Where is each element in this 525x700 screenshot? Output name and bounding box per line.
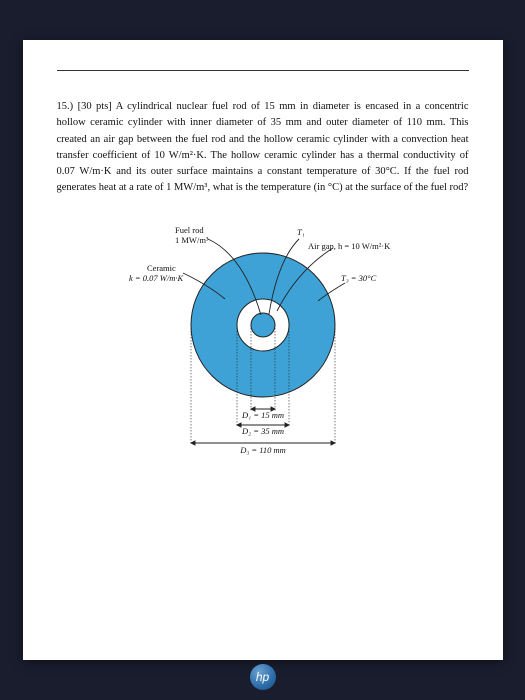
dimension-labels: D₁ = 15 mm D₂ = 35 mm D₃ = 110 mm (239, 410, 286, 455)
top-rule (57, 70, 469, 71)
label-fuel-rod-1: Fuel rod (175, 225, 204, 235)
label-t3: T₃ = 30°C (341, 273, 377, 283)
cylinder-group (191, 253, 335, 397)
diagram-svg: Fuel rod 1 MW/m³ T₁ Air gap, h = 10 W/m²… (113, 215, 413, 475)
label-d3: D₃ = 110 mm (239, 445, 286, 455)
hp-logo-icon: hp (250, 664, 276, 690)
hp-logo-text: hp (256, 670, 269, 684)
label-air-gap: Air gap, h = 10 W/m²·K (308, 241, 391, 251)
document-page: 15.) [30 pts] A cylindrical nuclear fuel… (23, 40, 503, 660)
label-d2: D₂ = 35 mm (241, 426, 284, 436)
problem-body: A cylindrical nuclear fuel rod of 15 mm … (57, 101, 469, 193)
label-ceramic-2: k = 0.07 W/m·K (129, 273, 184, 283)
label-t1: T₁ (297, 227, 305, 237)
label-fuel-rod-2: 1 MW/m³ (175, 235, 209, 245)
label-d1: D₁ = 15 mm (241, 410, 284, 420)
problem-number: 15.) [30 pts] (57, 101, 112, 112)
diagram-container: Fuel rod 1 MW/m³ T₁ Air gap, h = 10 W/m²… (57, 215, 469, 475)
label-ceramic-1: Ceramic (147, 263, 176, 273)
problem-paragraph: 15.) [30 pts] A cylindrical nuclear fuel… (57, 99, 469, 197)
fuel-rod-circle (251, 313, 275, 337)
